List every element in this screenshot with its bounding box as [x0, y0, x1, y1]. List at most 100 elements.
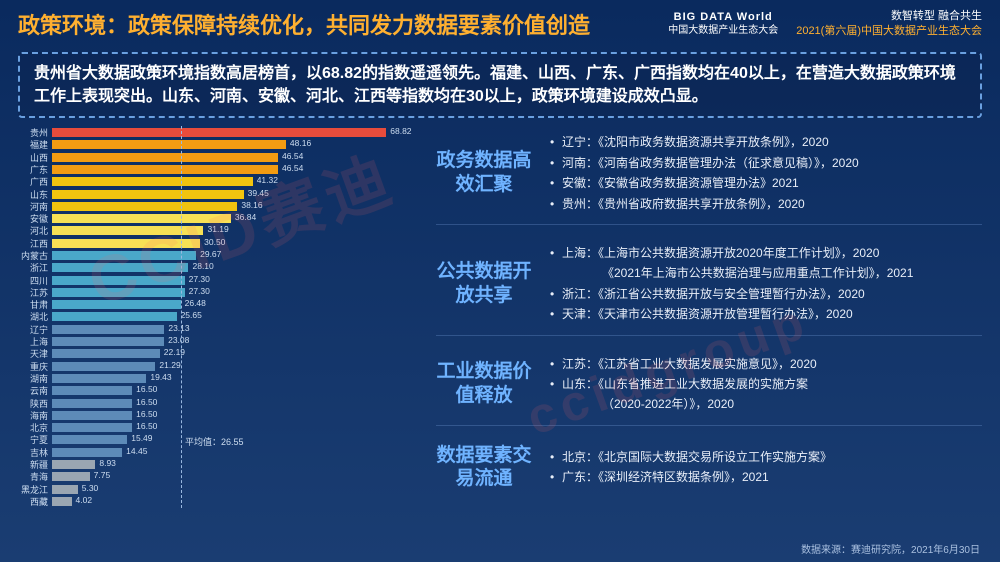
bar-track: 4.02	[52, 497, 418, 506]
bar-row: 北京16.50	[18, 422, 418, 434]
bar-track: 27.30	[52, 288, 418, 297]
bar-track: 16.50	[52, 386, 418, 395]
bar-label: 新疆	[18, 458, 52, 471]
bar-label: 青海	[18, 470, 52, 483]
bar-track: 36.84	[52, 214, 418, 223]
section-item: 辽宁：《沈阳市政务数据资源共享开放条例》，2020	[550, 132, 859, 152]
bar-track: 39.45	[52, 190, 418, 199]
bar-value: 16.50	[136, 421, 157, 431]
bar-label: 甘肃	[18, 298, 52, 311]
bar-row: 陕西16.50	[18, 397, 418, 409]
bar-track: 16.50	[52, 411, 418, 420]
bar-row: 云南16.50	[18, 385, 418, 397]
section-item: 江苏：《江苏省工业大数据发展实施意见》，2020	[550, 354, 817, 374]
bar: 4.02	[52, 497, 72, 506]
bar-track: 21.29	[52, 362, 418, 371]
policy-section: 工业数据价值释放江苏：《江苏省工业大数据发展实施意见》，2020山东：《山东省推…	[436, 348, 982, 426]
bar-value: 23.13	[168, 323, 189, 333]
bar-value: 46.54	[282, 163, 303, 173]
bar-track: 19.43	[52, 374, 418, 383]
bar-row: 浙江28.10	[18, 262, 418, 274]
bar-track: 46.54	[52, 153, 418, 162]
section-item: 浙江：《浙江省公共数据开放与安全管理暂行办法》，2020	[550, 284, 913, 304]
bar-row: 贵州68.82	[18, 126, 418, 138]
bar-label: 广东	[18, 163, 52, 176]
policy-section: 数据要素交易流通北京：《北京国际大数据交易所设立工作实施方案》广东：《深圳经济特…	[436, 438, 982, 502]
bar-value: 7.75	[94, 470, 111, 480]
bar-value: 23.08	[168, 335, 189, 345]
bar-track: 27.30	[52, 276, 418, 285]
bar: 26.48	[52, 300, 181, 309]
tagline-1: 数智转型 融合共生	[796, 9, 982, 24]
bar-label: 西藏	[18, 495, 52, 508]
bar-track: 16.50	[52, 423, 418, 432]
bar: 19.43	[52, 374, 146, 383]
bar-value: 31.19	[207, 224, 228, 234]
bar-row: 西藏4.02	[18, 495, 418, 507]
bar-label: 云南	[18, 384, 52, 397]
bar-label: 福建	[18, 138, 52, 151]
section-items: 辽宁：《沈阳市政务数据资源共享开放条例》，2020河南：《河南省政务数据管理办法…	[550, 132, 859, 214]
bar-label: 安徽	[18, 212, 52, 225]
bar-row: 重庆21.29	[18, 360, 418, 372]
bar-value: 16.50	[136, 409, 157, 419]
bar-row: 安徽36.84	[18, 212, 418, 224]
bar-row: 黑龙江5.30	[18, 483, 418, 495]
bar: 48.16	[52, 140, 286, 149]
logo: BIG DATA World 中国大数据产业生态大会	[668, 11, 778, 36]
section-item: 河南：《河南省政务数据管理办法（征求意见稿）》，2020	[550, 153, 859, 173]
bar-row: 河北 31.19	[18, 225, 418, 237]
bar-label: 北京	[18, 421, 52, 434]
section-title: 公共数据开放共享	[436, 260, 532, 308]
bar-value: 5.30	[82, 483, 99, 493]
bar: 25.65	[52, 312, 177, 321]
bar-row: 山东39.45	[18, 188, 418, 200]
bar-row: 吉林14.45	[18, 446, 418, 458]
bar-label: 浙江	[18, 261, 52, 274]
bar-row: 甘肃26.48	[18, 299, 418, 311]
bar-row: 湖南19.43	[18, 372, 418, 384]
bar-row: 辽宁 23.13	[18, 323, 418, 335]
policy-section: 政务数据高效汇聚辽宁：《沈阳市政务数据资源共享开放条例》，2020河南：《河南省…	[436, 126, 982, 225]
bar-row: 福建48.16	[18, 139, 418, 151]
bar-track: 8.93	[52, 460, 418, 469]
bar-row: 江西30.50	[18, 237, 418, 249]
bar: 5.30	[52, 485, 78, 494]
bar-label: 湖北	[18, 310, 52, 323]
bar: 7.75	[52, 472, 90, 481]
bar-track: 7.75	[52, 472, 418, 481]
bar-label: 辽宁	[18, 323, 52, 336]
bar-label: 河北	[18, 224, 52, 237]
section-item: 《2021年上海市公共数据治理与应用重点工作计划》，2021	[550, 263, 913, 283]
tagline-2: 2021(第六届)中国大数据产业生态大会	[796, 24, 982, 39]
bar-label: 吉林	[18, 446, 52, 459]
bar: 38.16	[52, 202, 237, 211]
bar: 16.50	[52, 399, 132, 408]
bar-value: 19.43	[150, 372, 171, 382]
bar-value: 30.50	[204, 237, 225, 247]
section-item: 安徽：《安徽省政务数据资源管理办法》2021	[550, 173, 859, 193]
bar-row: 上海 23.08	[18, 335, 418, 347]
bar: 15.49	[52, 435, 127, 444]
bar-label: 四川	[18, 274, 52, 287]
bar-track: 23.08	[52, 337, 418, 346]
bar-row: 山西46.54	[18, 151, 418, 163]
section-items: 上海：《上海市公共数据资源开放2020年度工作计划》，2020《2021年上海市…	[550, 243, 913, 325]
bar-label: 宁夏	[18, 433, 52, 446]
bar-row: 青海7.75	[18, 471, 418, 483]
policy-section: 公共数据开放共享上海：《上海市公共数据资源开放2020年度工作计划》，2020《…	[436, 237, 982, 336]
section-item: 山东：《山东省推进工业大数据发展的实施方案	[550, 374, 817, 394]
bar: 16.50	[52, 386, 132, 395]
bar-row: 河南38.16	[18, 200, 418, 212]
bar: 16.50	[52, 411, 132, 420]
bar-value: 68.82	[390, 126, 411, 136]
section-items: 江苏：《江苏省工业大数据发展实施意见》，2020山东：《山东省推进工业大数据发展…	[550, 354, 817, 415]
section-item: 天津：《天津市公共数据资源开放管理暂行办法》，2020	[550, 304, 913, 324]
bar: 16.50	[52, 423, 132, 432]
bar-track: 25.65	[52, 312, 418, 321]
bar-value: 38.16	[241, 200, 262, 210]
bar-track: 31.19	[52, 226, 418, 235]
bar-label: 上海	[18, 335, 52, 348]
bar-label: 内蒙古	[18, 249, 52, 262]
header-tagline: 数智转型 融合共生 2021(第六届)中国大数据产业生态大会	[796, 9, 982, 40]
